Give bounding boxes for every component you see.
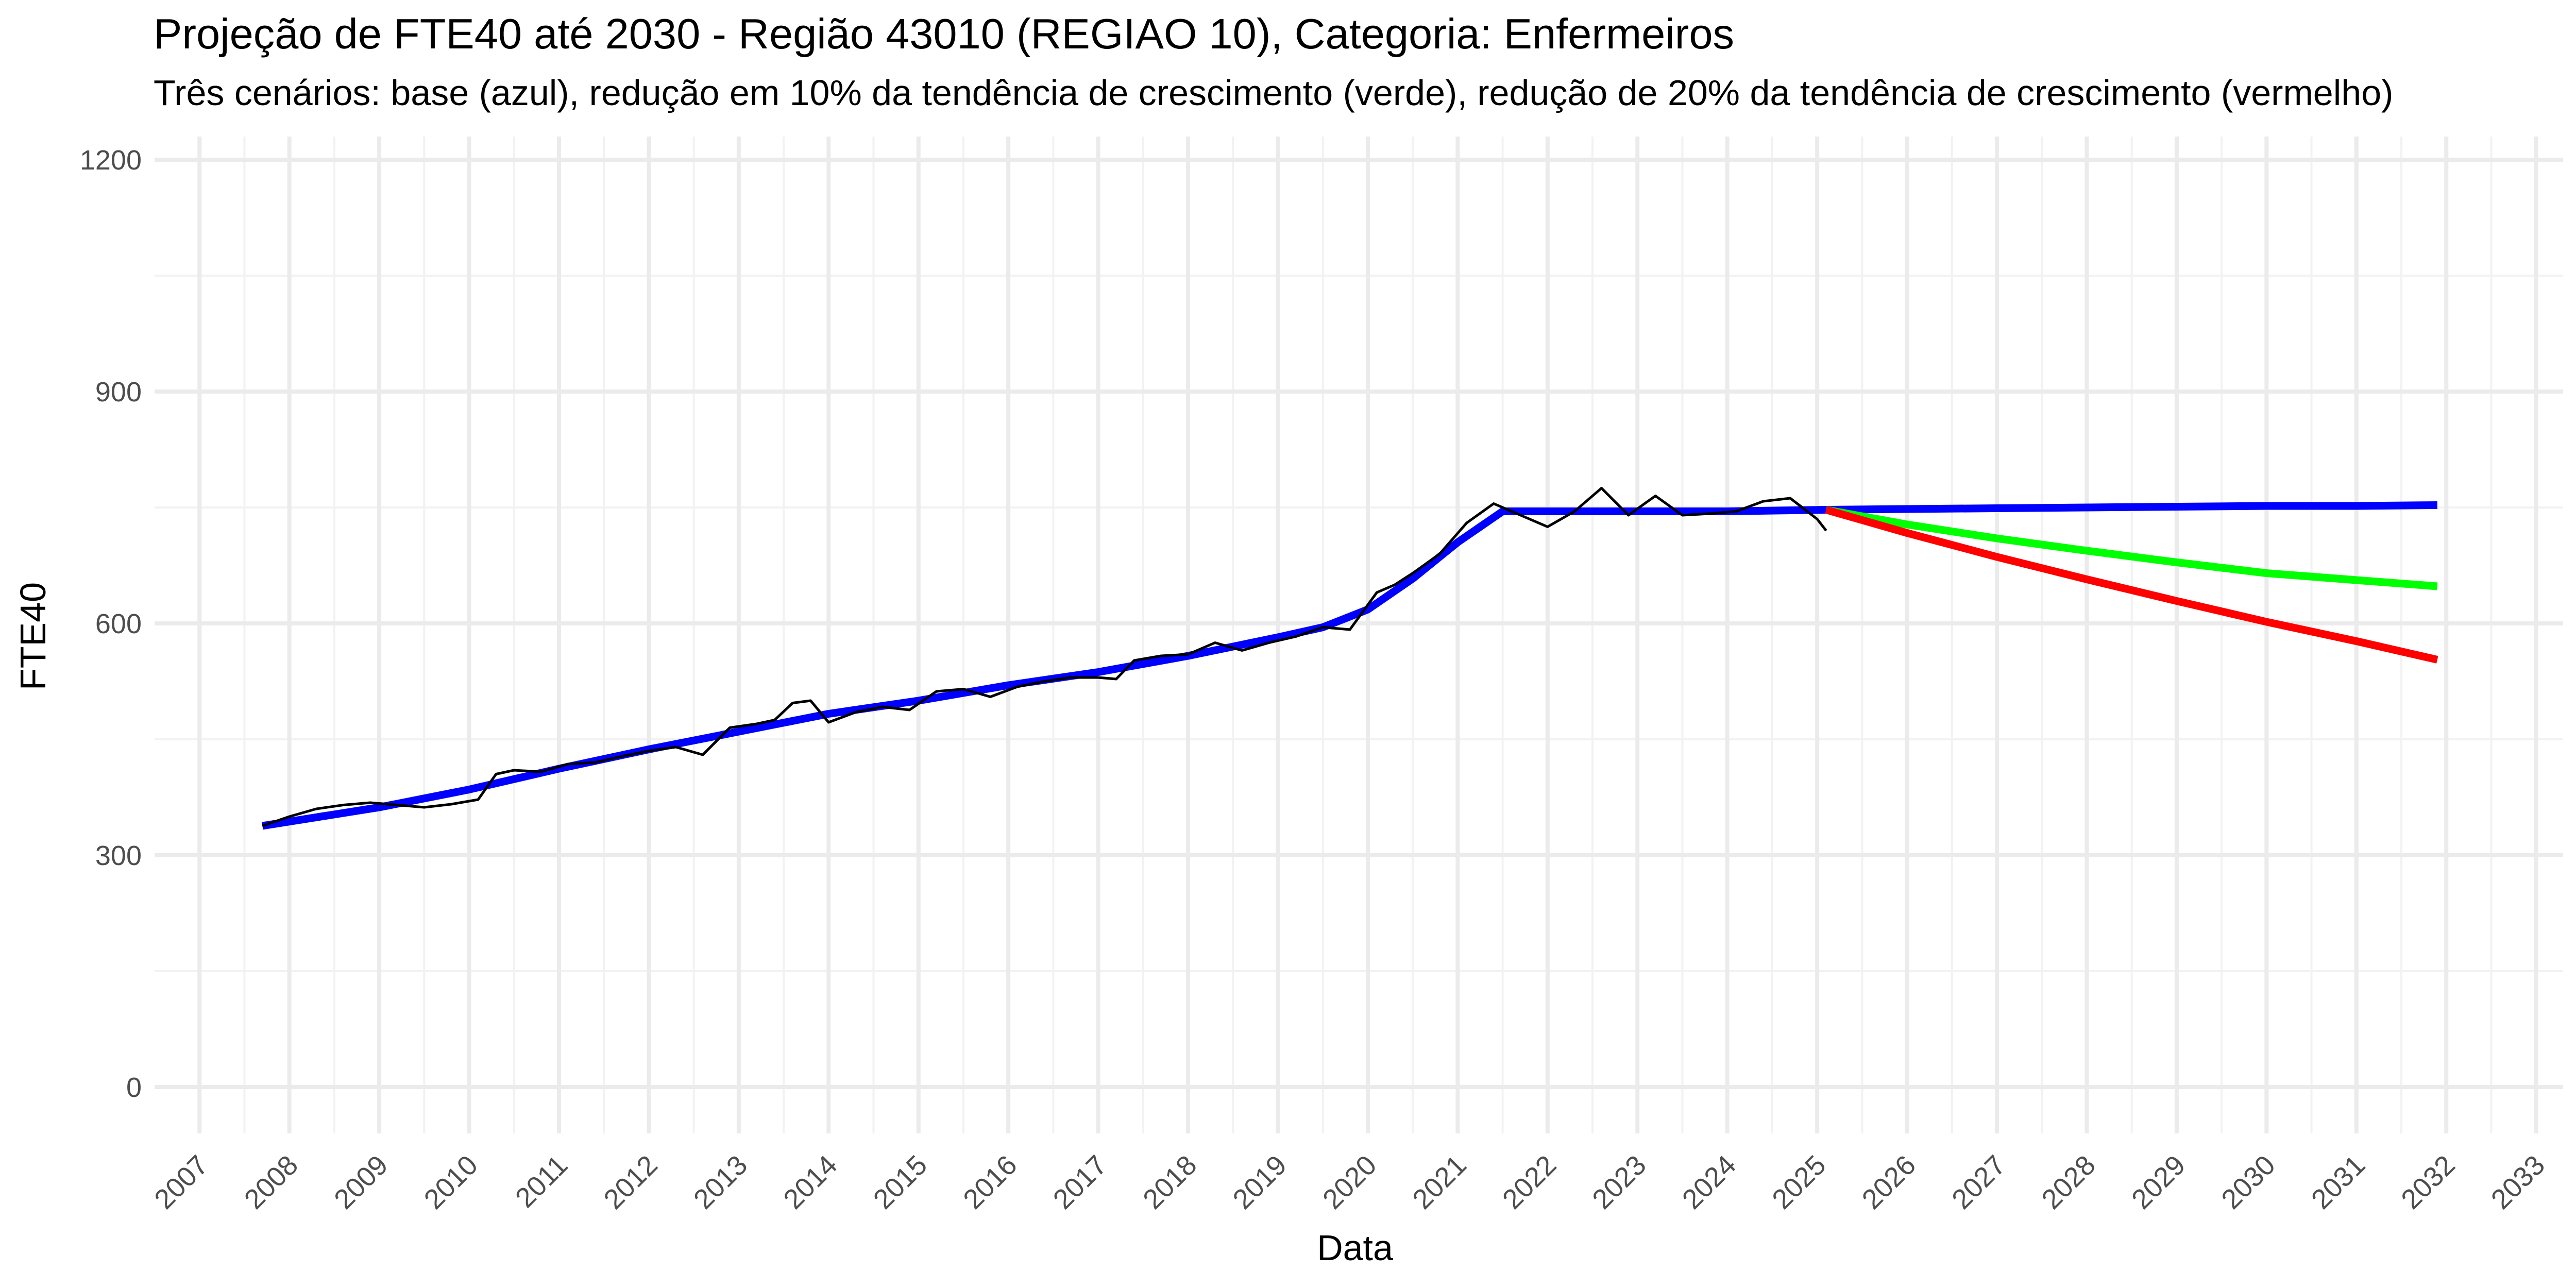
x-tick-label: 2014 [777,1149,843,1215]
series-line-3 [1825,506,2438,664]
x-tick-label: 2028 [2036,1149,2102,1215]
x-tick-label: 2020 [1317,1149,1382,1215]
major-gridlines [155,137,2563,1133]
y-tick-label: 1200 [80,145,142,176]
x-tick-label: 2027 [1946,1149,2011,1215]
x-tick-label: 2024 [1676,1149,1742,1215]
y-tick-label: 300 [95,840,142,871]
x-tick-label: 2009 [328,1149,394,1215]
x-axis-title: Data [1317,1228,1393,1268]
x-tick-label: 2018 [1137,1149,1202,1215]
y-tick-label: 0 [126,1072,142,1103]
x-tick-label: 2017 [1047,1149,1113,1215]
y-axis-tick-labels: 0 300 600 900 1200 [80,145,142,1103]
x-tick-label: 2013 [688,1149,753,1215]
x-tick-label: 2019 [1227,1149,1293,1215]
y-tick-label: 600 [95,608,142,639]
x-tick-label: 2025 [1766,1149,1832,1215]
x-tick-label: 2032 [2395,1149,2461,1215]
y-tick-label: 900 [95,377,142,408]
x-tick-label: 2010 [418,1149,484,1215]
x-tick-label: 2015 [868,1149,933,1215]
x-tick-label: 2007 [148,1149,214,1215]
x-tick-label: 2008 [239,1149,304,1215]
y-axis-title: FTE40 [13,582,53,690]
minor-gridlines [155,137,2563,1133]
x-tick-label: 2031 [2306,1149,2371,1215]
x-tick-label: 2029 [2126,1149,2191,1215]
x-tick-label: 2016 [957,1149,1023,1215]
x-axis-tick-labels: 2007 2008 2009 2010 2011 2012 2013 2014 2015 2016… [148,1149,2551,1215]
series-line-0 [262,487,1827,827]
series-layer [262,487,2438,830]
series-line-1 [262,501,2437,830]
chart-title: Projeção de FTE40 até 2030 - Região 4301… [154,10,1735,58]
x-tick-label: 2023 [1586,1149,1652,1215]
x-tick-label: 2021 [1406,1149,1472,1215]
x-tick-label: 2011 [510,1149,574,1214]
x-tick-label: 2033 [2485,1149,2551,1215]
x-tick-label: 2022 [1497,1149,1562,1215]
x-tick-label: 2012 [598,1149,664,1215]
x-tick-label: 2030 [2215,1149,2281,1215]
chart-subtitle: Três cenários: base (azul), redução em 1… [154,73,2394,113]
series-line-2 [1825,506,2438,590]
x-tick-label: 2026 [1856,1149,1922,1215]
